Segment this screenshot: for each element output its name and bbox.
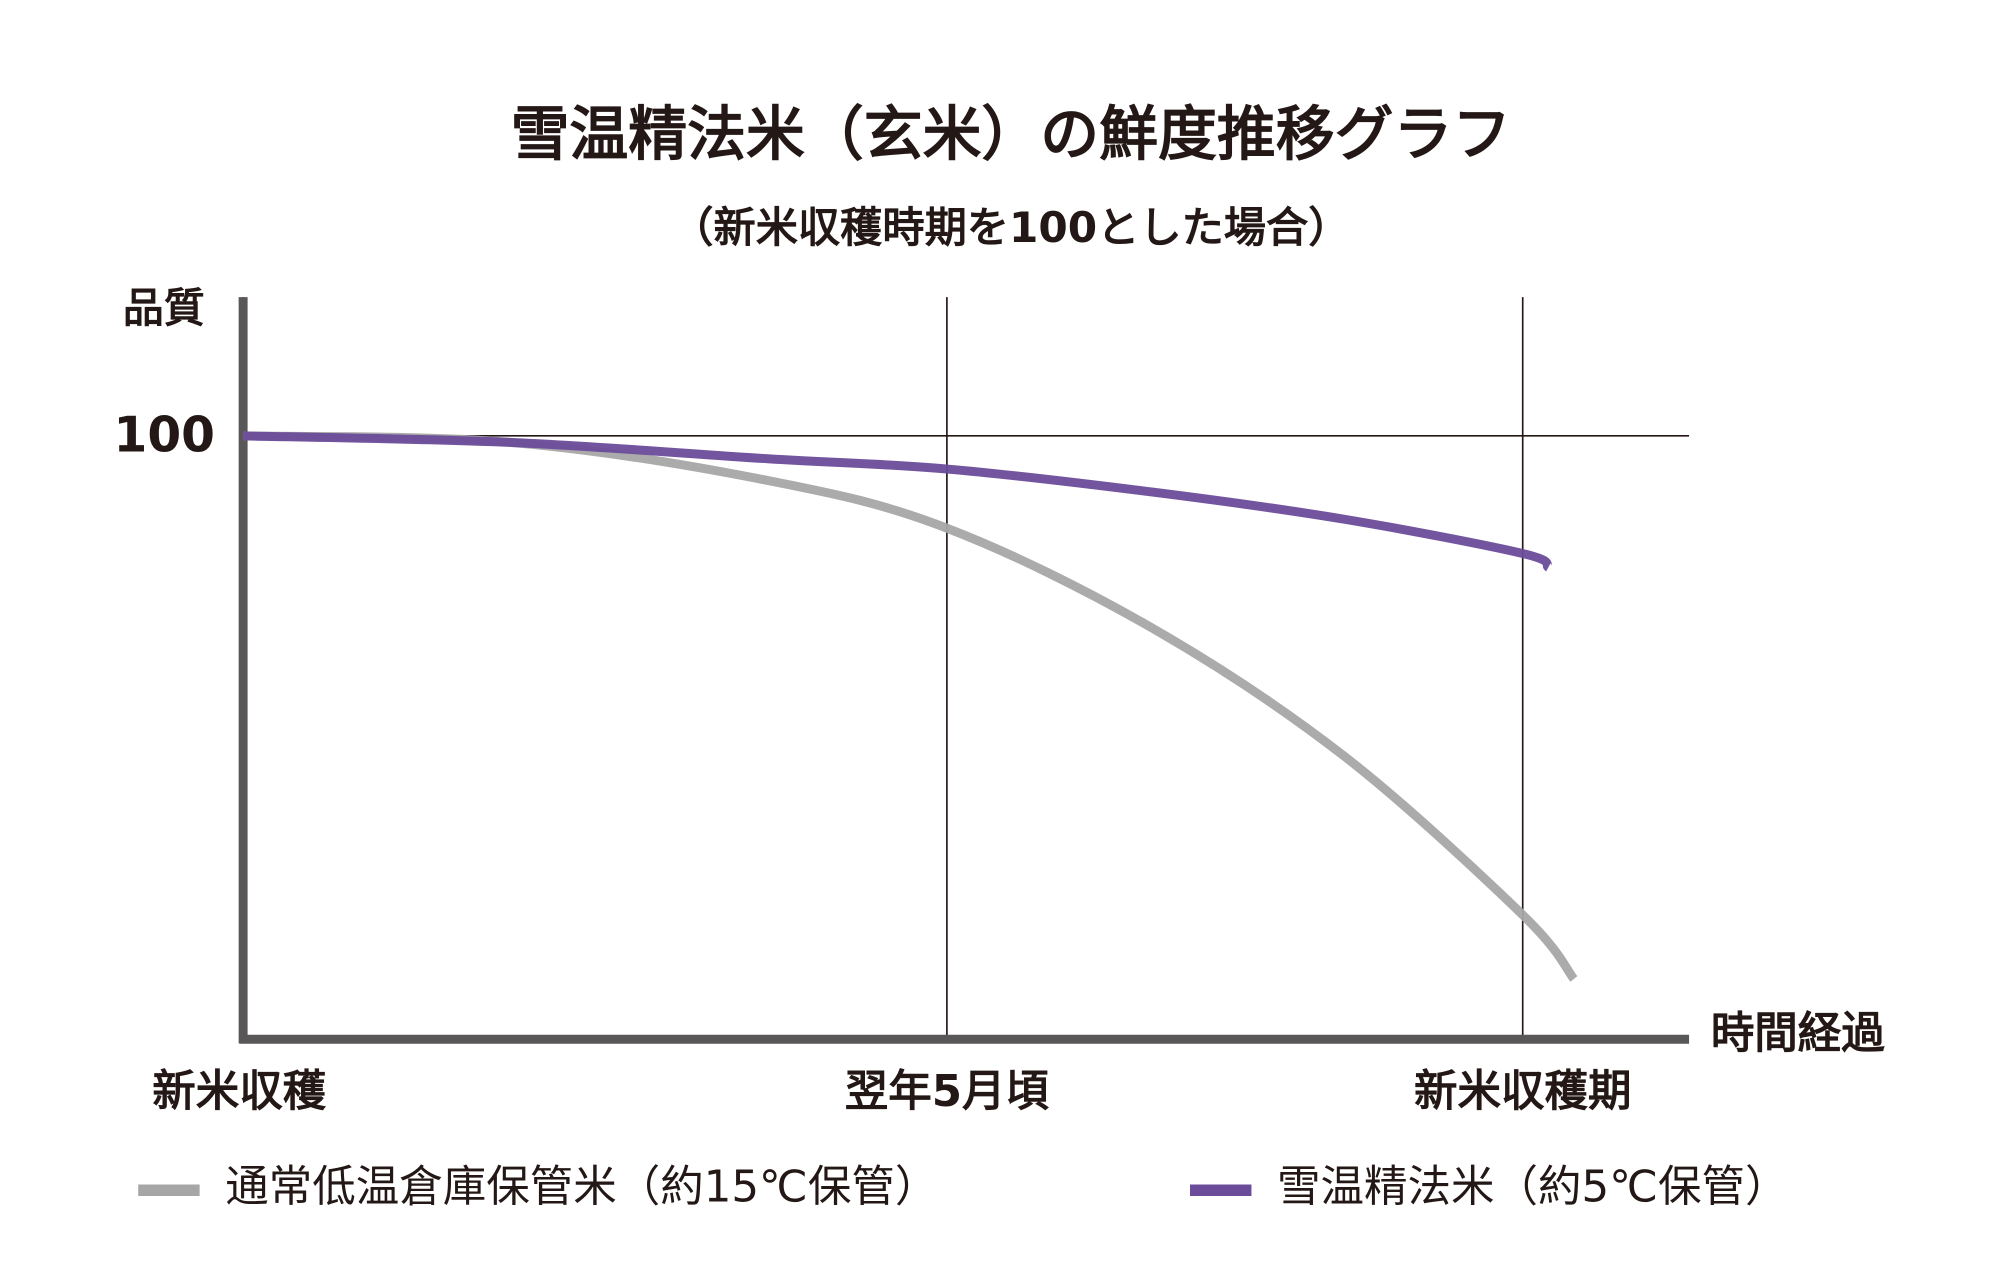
y-tick-label: 100 (114, 407, 215, 463)
series-line (243, 431, 1552, 572)
legend-label: 通常低温倉庫保管米（約15℃保管） (225, 1163, 938, 1213)
legend-label: 雪温精法米（約5℃保管） (1277, 1163, 1789, 1213)
chart-subtitle: （新米収穫時期を100とした場合） (671, 203, 1350, 252)
series-line (243, 431, 1578, 982)
x-tick-label: 新米収穫期 (1414, 1067, 1632, 1117)
x-tick-label: 新米収穫 (152, 1067, 326, 1117)
chart-title: 雪温精法米（玄米）の鮮度推移グラフ (511, 100, 1512, 169)
x-axis-title: 時間経過 (1711, 1009, 1886, 1059)
y-axis-title: 品質 (123, 284, 205, 332)
x-tick-label: 翌年5月頃 (845, 1067, 1050, 1117)
